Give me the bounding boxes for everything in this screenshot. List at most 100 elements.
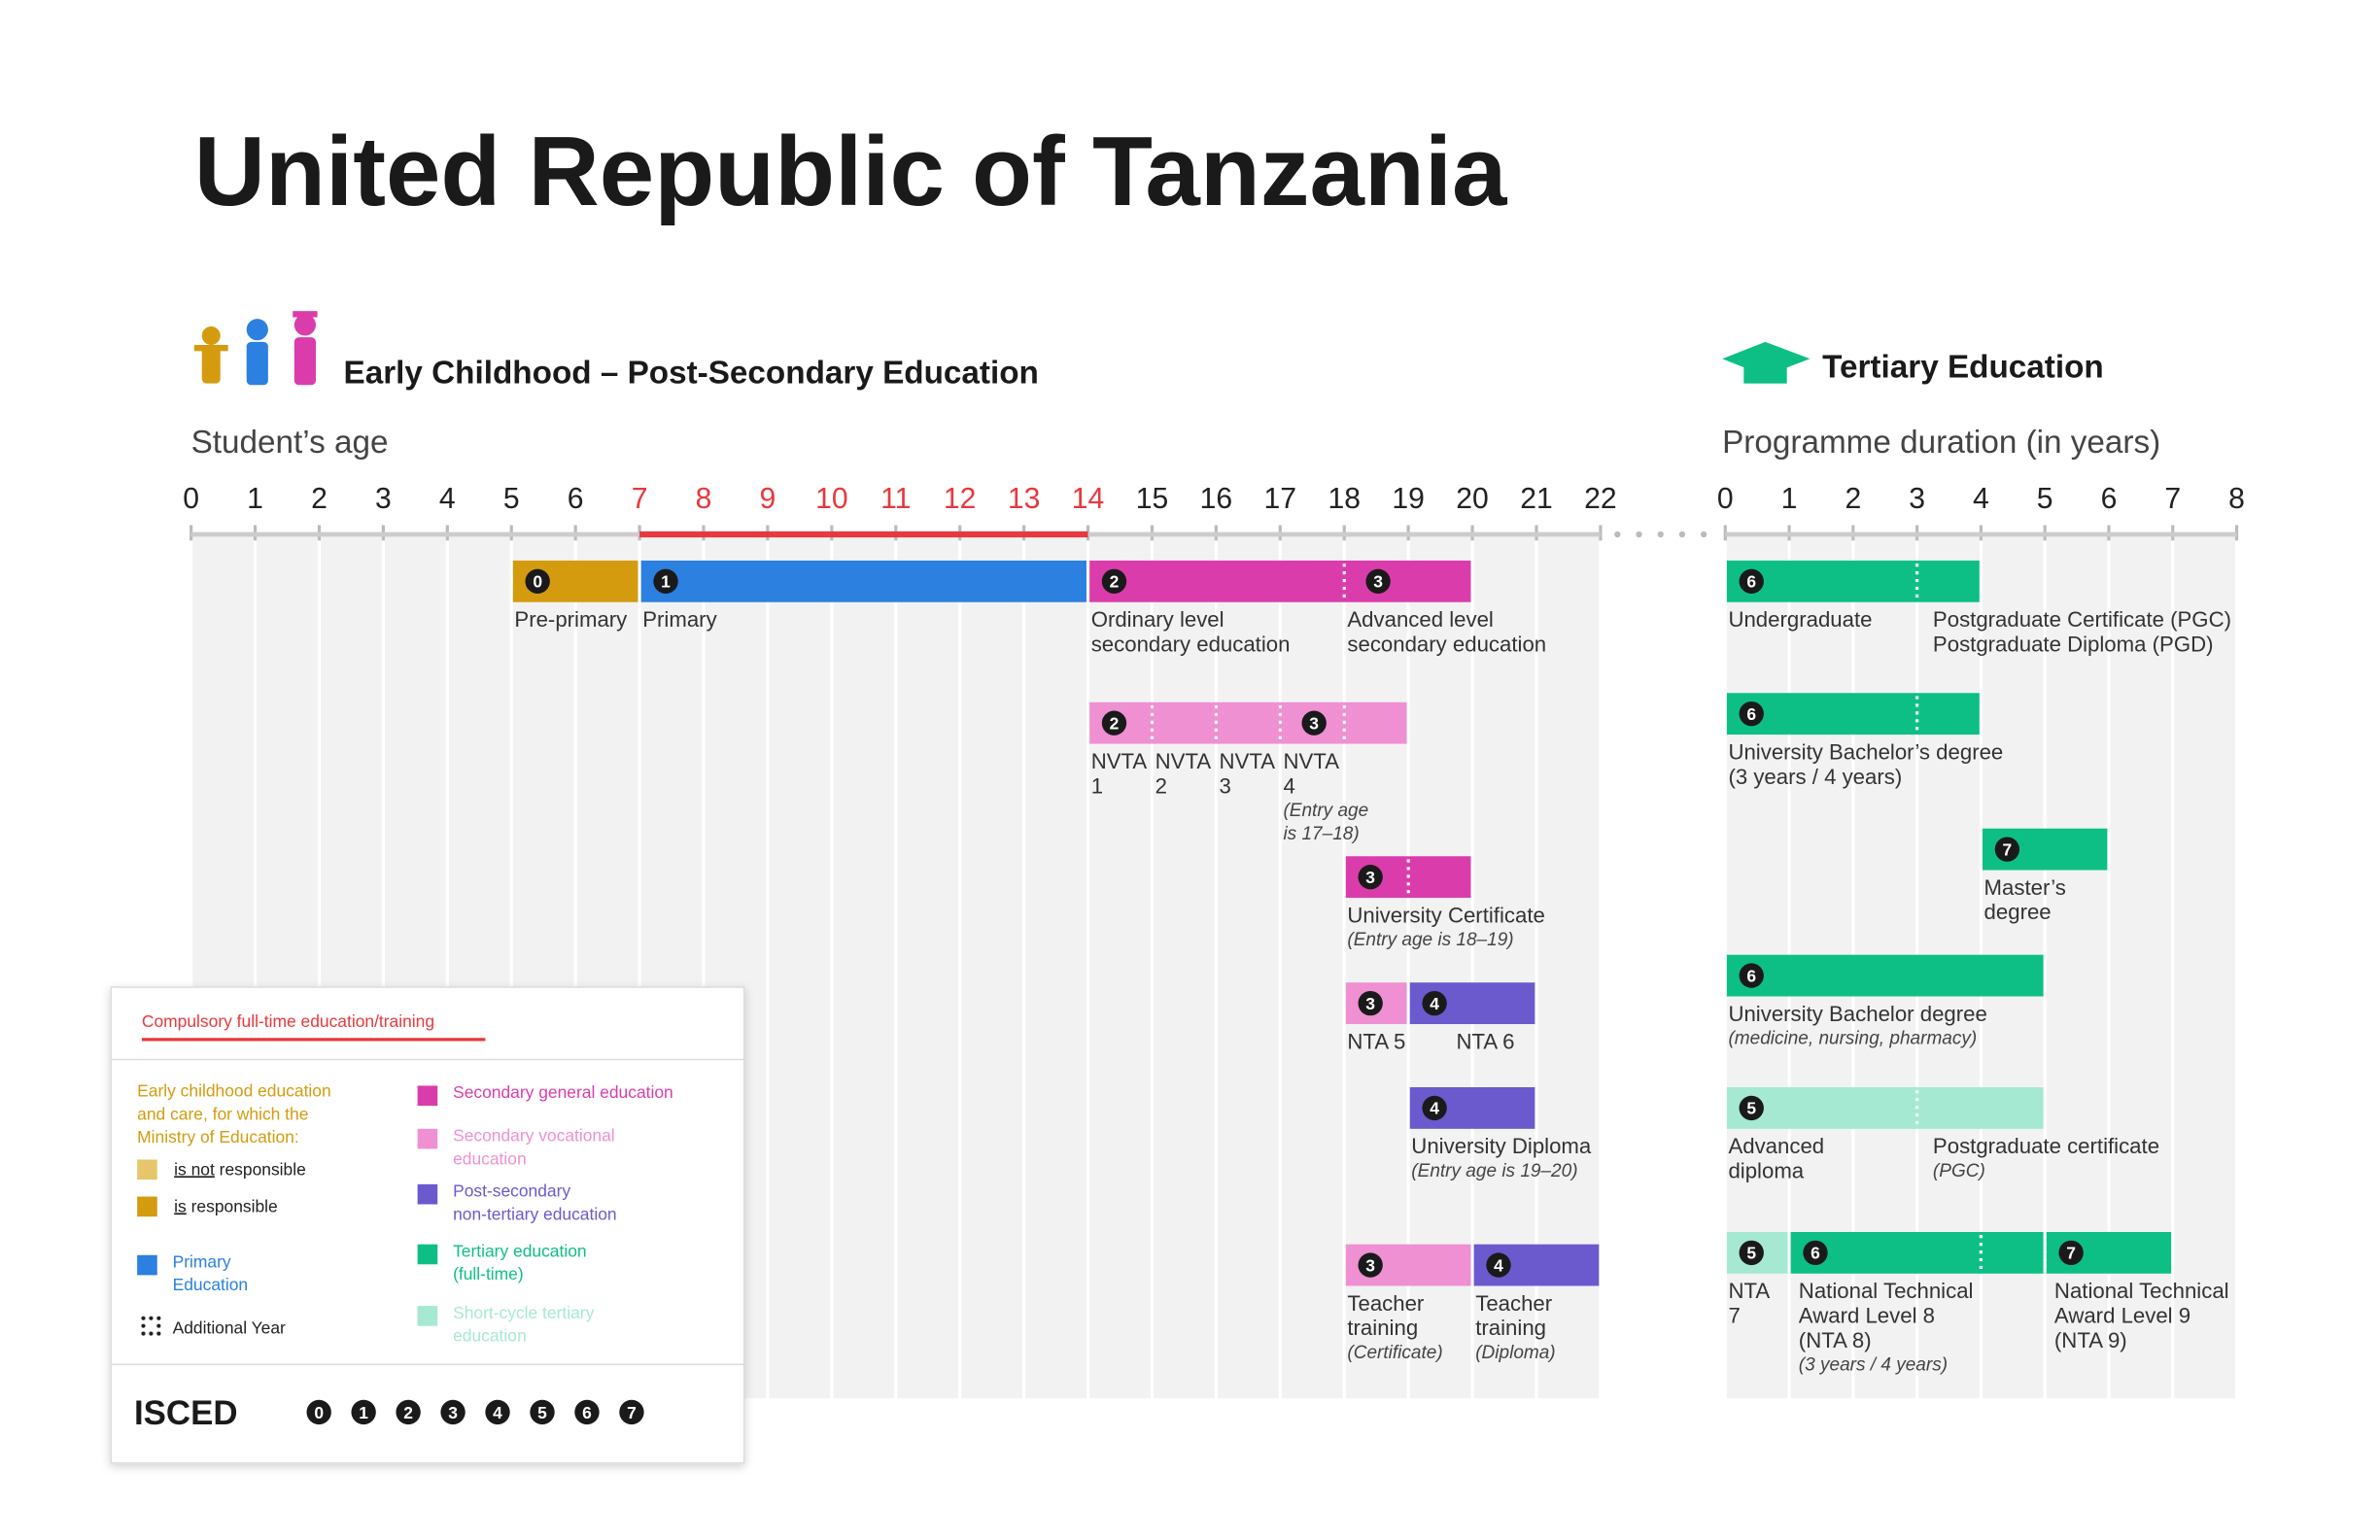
tick-label: 13 (1008, 483, 1041, 515)
programme-label: Pre-primary (514, 607, 628, 632)
isced-number: 2 (1110, 713, 1120, 733)
label-line: Ordinary level (1091, 607, 1224, 632)
legend-text: Post-secondary non-tertiary education (453, 1181, 617, 1224)
isced-badge (1739, 963, 1764, 988)
column (1025, 533, 1087, 1399)
label-line: 4 (1283, 773, 1294, 798)
isced-badge (1422, 1095, 1447, 1121)
label-line: NVTA (1091, 749, 1148, 773)
isced-badge (1739, 1095, 1764, 1121)
label-line: 3 (1220, 773, 1231, 798)
label-line: (3 years / 4 years) (1728, 765, 1902, 789)
isced-badge (1422, 990, 1447, 1016)
label-line: Advanced level (1347, 607, 1493, 632)
programme-label: National Technical Award Level 8 (NTA 8) (3… (1799, 1279, 1974, 1375)
isced-badge (485, 1399, 510, 1425)
tick-label: 1 (1781, 483, 1798, 515)
legend-emph: is not (174, 1159, 215, 1179)
label-line: Award Level 9 (2054, 1304, 2190, 1328)
label-line: NVTA (1283, 749, 1339, 773)
section-heading: Tertiary Education (1822, 349, 2104, 385)
label-line: NTA (1728, 1279, 1770, 1303)
legend-text: Secondary vocational education (453, 1125, 615, 1168)
axis-label: Programme duration (in years) (1722, 425, 2160, 461)
programme-bar (1089, 702, 1407, 744)
isced-number: 4 (1494, 1255, 1503, 1275)
legend-swatch (417, 1085, 438, 1107)
programme-label: Postgraduate certificate (PGC) (1933, 1134, 2159, 1181)
isced-number: 6 (582, 1403, 592, 1422)
legend-rest: responsible (187, 1196, 278, 1215)
isced-badge (1486, 1252, 1511, 1278)
programme-label: Teacher training (Certificate) (1347, 1291, 1442, 1363)
label-line: (NTA 8) (1799, 1328, 1872, 1352)
column (833, 533, 895, 1399)
programme-bar (640, 560, 1087, 602)
label-note: (Entry age is 18–19) (1347, 930, 1513, 950)
tick-label: 2 (311, 483, 328, 515)
tick-label: 8 (696, 483, 712, 515)
legend-swatch (137, 1254, 157, 1276)
label-line: NTA 5 (1347, 1029, 1405, 1053)
isced-number: 4 (1430, 1099, 1439, 1118)
tick-label: 9 (760, 483, 776, 515)
label-line: University Diploma (1411, 1134, 1592, 1158)
tick-label: 4 (439, 483, 456, 515)
label-line: NVTA (1220, 749, 1276, 773)
label-line: NTA 6 (1456, 1029, 1514, 1053)
label-line: diploma (1728, 1159, 1804, 1183)
isced-badge (574, 1399, 600, 1425)
tick-label: 7 (2164, 483, 2181, 515)
isced-number: 4 (493, 1403, 502, 1422)
label-line: National Technical (2054, 1279, 2229, 1303)
legend-text: is responsible (174, 1196, 278, 1215)
tick-label: 1 (247, 483, 263, 515)
tick-label: 18 (1328, 483, 1360, 515)
legend-line: (full-time) (453, 1264, 524, 1283)
legend-text: Secondary general education (453, 1082, 673, 1102)
programme-label: Advanced diploma (1728, 1134, 1824, 1182)
programme-bar (1726, 693, 1980, 736)
legend-line: Education (173, 1275, 249, 1294)
legend-swatch (417, 1244, 438, 1265)
isced-number: 3 (1365, 868, 1375, 887)
isced-badge (1358, 990, 1383, 1016)
isced-badge (653, 568, 678, 595)
tick-label: 11 (880, 483, 911, 515)
legend-line: Tertiary education (453, 1241, 587, 1260)
label-line: Undergraduate (1728, 607, 1872, 632)
label-line: training (1475, 1316, 1546, 1340)
tick-label: 14 (1072, 483, 1104, 515)
programme-label: NTA 6 (1456, 1029, 1514, 1053)
isced-badge (1365, 568, 1391, 595)
programme-bar (1726, 954, 2044, 997)
programme-bar (1089, 560, 1471, 602)
column (1154, 533, 1215, 1399)
column (961, 533, 1023, 1399)
additional-year-icon (141, 1316, 161, 1336)
programme-label: NVTA 4 (Entry age is 17–18) (1283, 749, 1368, 844)
label-line: NVTA (1156, 749, 1212, 773)
legend-line: Early childhood education (137, 1081, 331, 1101)
legend-swatch (417, 1183, 438, 1205)
isced-badge (396, 1399, 421, 1425)
legend-swatch (417, 1128, 438, 1149)
programme-label: NVTA 3 (1220, 749, 1276, 798)
column (897, 533, 959, 1399)
isced-number: 3 (1309, 713, 1319, 733)
programme-label: Teacher training (Diploma) (1475, 1291, 1555, 1363)
isced-number: 1 (661, 572, 671, 592)
isced-number: 7 (627, 1403, 637, 1422)
column (2174, 533, 2235, 1399)
label-line: Postgraduate certificate (1933, 1134, 2159, 1158)
programme-label: NVTA 1 (1091, 749, 1148, 798)
isced-number: 6 (1746, 966, 1756, 985)
label-line: University Bachelor’s degree (1728, 739, 2003, 764)
label-line: University Certificate (1347, 903, 1544, 927)
legend-text: is not responsible (174, 1159, 306, 1179)
programme-label: University Diploma (Entry age is 19–20) (1411, 1134, 1592, 1181)
isced-badge (1739, 1240, 1764, 1266)
legend-box (110, 986, 745, 1464)
kids-icon (193, 311, 318, 386)
